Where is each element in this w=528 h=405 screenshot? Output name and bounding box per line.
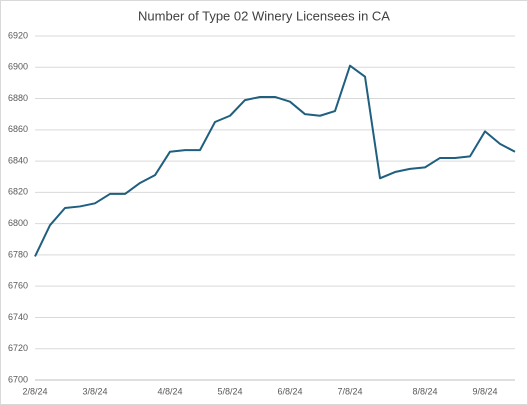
y-tick-label: 6820 — [8, 187, 28, 197]
x-tick-label: 9/8/24 — [472, 386, 497, 396]
chart-title: Number of Type 02 Winery Licensees in CA — [138, 8, 390, 23]
x-tick-label: 7/8/24 — [337, 386, 362, 396]
y-tick-label: 6840 — [8, 155, 28, 165]
y-tick-label: 6740 — [8, 312, 28, 322]
y-tick-label: 6860 — [8, 124, 28, 134]
series-line — [34, 64, 516, 257]
x-tick-label: 3/8/24 — [82, 386, 107, 396]
x-tick-label: 5/8/24 — [217, 386, 242, 396]
y-tick-label: 6720 — [8, 343, 28, 353]
x-tick-label: 8/8/24 — [412, 386, 437, 396]
y-tick-label: 6900 — [8, 62, 28, 72]
y-tick-label: 6780 — [8, 249, 28, 259]
x-tick-label: 2/8/24 — [22, 386, 47, 396]
x-tick-label: 6/8/24 — [277, 386, 302, 396]
y-tick-label: 6700 — [8, 374, 28, 384]
y-tick-label: 6880 — [8, 93, 28, 103]
y-tick-label: 6800 — [8, 218, 28, 228]
y-tick-label: 6760 — [8, 281, 28, 291]
y-tick-label: 6920 — [8, 30, 28, 40]
x-tick-label: 4/8/24 — [157, 386, 182, 396]
